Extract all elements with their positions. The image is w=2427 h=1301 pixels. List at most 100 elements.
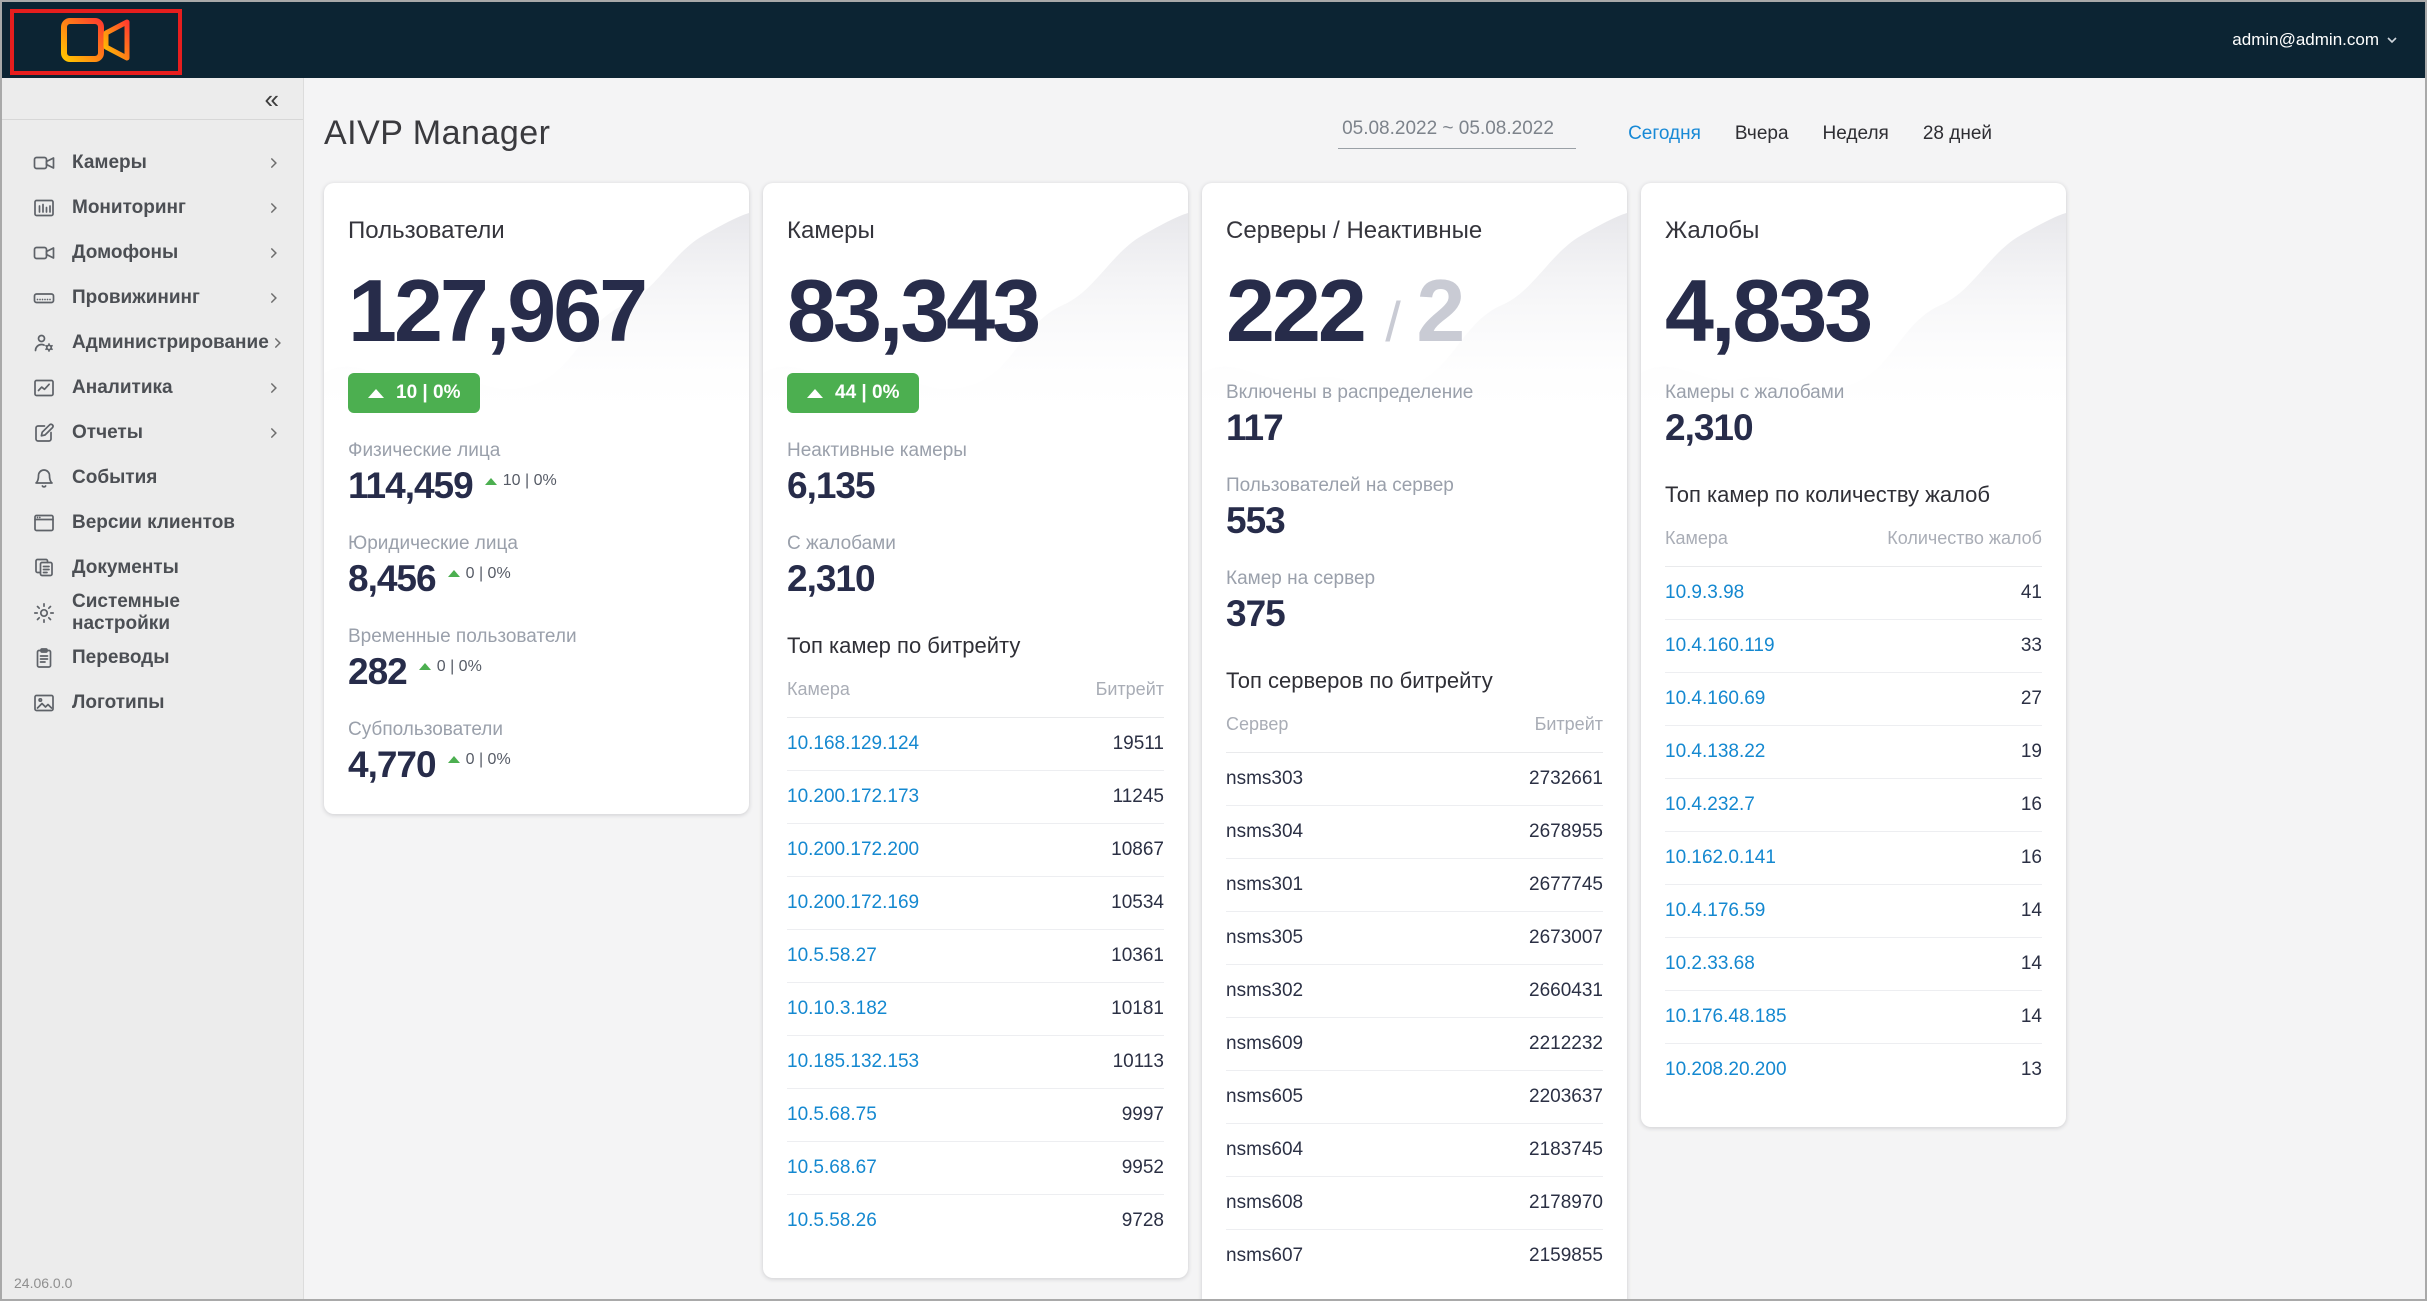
bitrate-value: 2673007 — [1529, 926, 1603, 948]
camera-link[interactable]: 10.4.160.119 — [1665, 634, 1775, 656]
bitrate-value: 9728 — [1121, 1210, 1164, 1232]
card-title: Пользователи — [348, 217, 505, 244]
sidebar-item-cameras[interactable]: Камеры — [2, 140, 303, 185]
table-row: 10.208.20.200 13 — [1665, 1044, 2042, 1097]
camera-link[interactable]: 10.5.68.75 — [787, 1103, 877, 1125]
camera-link[interactable]: 10.200.172.169 — [787, 891, 920, 913]
server-name: nsms604 — [1226, 1138, 1304, 1160]
camera-link[interactable]: 10.4.160.69 — [1665, 687, 1766, 709]
table-header: Сервер Битрейт — [1226, 714, 1603, 753]
bitrate-value: 19511 — [1112, 732, 1164, 754]
table-row: 10.4.176.59 14 — [1665, 885, 2042, 938]
bitrate-value: 9952 — [1121, 1156, 1164, 1178]
client-versions-icon — [32, 511, 56, 535]
sidebar-item-label: Провижининг — [72, 286, 200, 308]
complaints-count: 14 — [2020, 1005, 2042, 1027]
table-title: Топ камер по битрейту — [787, 632, 1021, 658]
translations-icon — [32, 646, 56, 670]
camera-link[interactable]: 10.200.172.200 — [787, 838, 920, 860]
chevron-down-icon — [2387, 36, 2397, 43]
camera-link[interactable]: 10.168.129.124 — [787, 732, 920, 754]
monitoring-icon — [32, 196, 56, 220]
camera-link[interactable]: 10.10.3.182 — [787, 997, 888, 1019]
camera-link[interactable]: 10.200.172.173 — [787, 785, 920, 807]
sidebar-item-documents[interactable]: Документы — [2, 545, 303, 590]
stat-label: Камеры с жалобами — [1665, 382, 1845, 403]
table-row: 10.5.68.75 9997 — [787, 1089, 1164, 1142]
camera-link[interactable]: 10.4.176.59 — [1665, 899, 1766, 921]
camera-link[interactable]: 10.185.132.153 — [787, 1050, 920, 1072]
up-triangle-icon — [484, 477, 497, 485]
intercom-icon — [32, 241, 56, 265]
column-header: Камера — [787, 678, 850, 699]
complaints-table: 10.9.3.98 41 10.4.160.119 33 10.4.160.69… — [1665, 567, 2042, 1097]
camera-link[interactable]: 10.176.48.185 — [1665, 1005, 1787, 1027]
camera-link[interactable]: 10.208.20.200 — [1665, 1059, 1787, 1081]
bitrate-value: 2212232 — [1529, 1032, 1603, 1054]
up-triangle-icon — [807, 388, 823, 398]
user-email: admin@admin.com — [2232, 30, 2379, 49]
table-row: nsms608 2178970 — [1226, 1177, 1603, 1230]
collapse-sidebar-icon[interactable]: « — [264, 83, 279, 114]
sidebar-item-events[interactable]: События — [2, 455, 303, 500]
page-header: AIVP Manager Сегодня Вчера Неделя 28 дне… — [324, 114, 2425, 153]
sidebar-item-logos[interactable]: Логотипы — [2, 680, 303, 725]
server-name: nsms304 — [1226, 820, 1304, 842]
sidebar-item-label: Администрирование — [72, 331, 269, 353]
chevron-right-icon — [265, 154, 283, 172]
video-camera-logo[interactable] — [59, 14, 133, 71]
card-complaints: Жалобы 4,833 Камеры с жалобами 2,310 Топ… — [1641, 183, 2066, 1127]
period-tabs: Сегодня Вчера Неделя 28 дней — [1628, 123, 1992, 145]
complaints-count: 27 — [2020, 687, 2042, 709]
camera-link[interactable]: 10.5.58.26 — [787, 1210, 877, 1232]
bitrate-value: 11245 — [1112, 785, 1164, 807]
camera-link[interactable]: 10.4.138.22 — [1665, 740, 1766, 762]
column-header: Сервер — [1226, 713, 1289, 734]
tab-28-days[interactable]: 28 дней — [1922, 122, 1992, 144]
camera-link[interactable]: 10.5.58.27 — [787, 944, 877, 966]
delta-value: 10 | 0% — [502, 472, 557, 489]
complaints-count: 13 — [2020, 1059, 2042, 1081]
camera-link[interactable]: 10.5.68.67 — [787, 1156, 877, 1178]
table-title: Топ камер по количеству жалоб — [1665, 481, 1991, 507]
camera-link[interactable]: 10.4.232.7 — [1665, 793, 1755, 815]
sidebar-item-client-versions[interactable]: Версии клиентов — [2, 500, 303, 545]
sidebar-item-system-settings[interactable]: Системные настройки — [2, 590, 303, 635]
complaints-count: 19 — [2020, 740, 2042, 762]
server-name: nsms609 — [1226, 1032, 1304, 1054]
column-header: Битрейт — [1534, 713, 1603, 734]
sidebar-item-analytics[interactable]: Аналитика — [2, 365, 303, 410]
bitrate-value: 10361 — [1111, 944, 1164, 966]
sidebar-item-translations[interactable]: Переводы — [2, 635, 303, 680]
stat-delta: 0 | 0% — [418, 658, 482, 676]
user-account-menu[interactable]: admin@admin.com — [2232, 30, 2397, 50]
stat-label: Субпользователи — [348, 718, 503, 740]
provisioning-icon — [32, 286, 56, 310]
table-row: 10.168.129.124 19511 — [787, 718, 1164, 771]
top-bar: admin@admin.com — [2, 2, 2425, 78]
stat-label: Временные пользователи — [348, 625, 577, 647]
sidebar-item-monitoring[interactable]: Мониторинг — [2, 185, 303, 230]
servers-stats: Включены в распределение 117 Пользовател… — [1226, 382, 1603, 634]
administration-icon — [32, 331, 56, 355]
sidebar-item-label: Отчеты — [72, 421, 143, 443]
bitrate-value: 10113 — [1112, 1050, 1164, 1072]
server-name: nsms301 — [1226, 873, 1304, 895]
camera-link[interactable]: 10.9.3.98 — [1665, 581, 1745, 603]
tab-week[interactable]: Неделя — [1822, 122, 1889, 144]
tab-today[interactable]: Сегодня — [1628, 122, 1701, 144]
date-range-input[interactable] — [1338, 118, 1577, 149]
badge-value: 44 | 0% — [835, 382, 900, 403]
settings-icon — [32, 601, 56, 625]
camera-link[interactable]: 10.162.0.141 — [1665, 846, 1776, 868]
tab-yesterday[interactable]: Вчера — [1734, 122, 1789, 144]
sidebar-item-reports[interactable]: Отчеты — [2, 410, 303, 455]
table-row: 10.200.172.173 11245 — [787, 771, 1164, 824]
table-row: 10.176.48.185 14 — [1665, 991, 2042, 1044]
sidebar-item-label: Версии клиентов — [72, 511, 235, 533]
table-row: 10.5.58.27 10361 — [787, 930, 1164, 983]
sidebar-item-intercoms[interactable]: Домофоны — [2, 230, 303, 275]
sidebar-item-administration[interactable]: Администрирование — [2, 320, 303, 365]
camera-link[interactable]: 10.2.33.68 — [1665, 952, 1755, 974]
sidebar-item-provisioning[interactable]: Провижининг — [2, 275, 303, 320]
